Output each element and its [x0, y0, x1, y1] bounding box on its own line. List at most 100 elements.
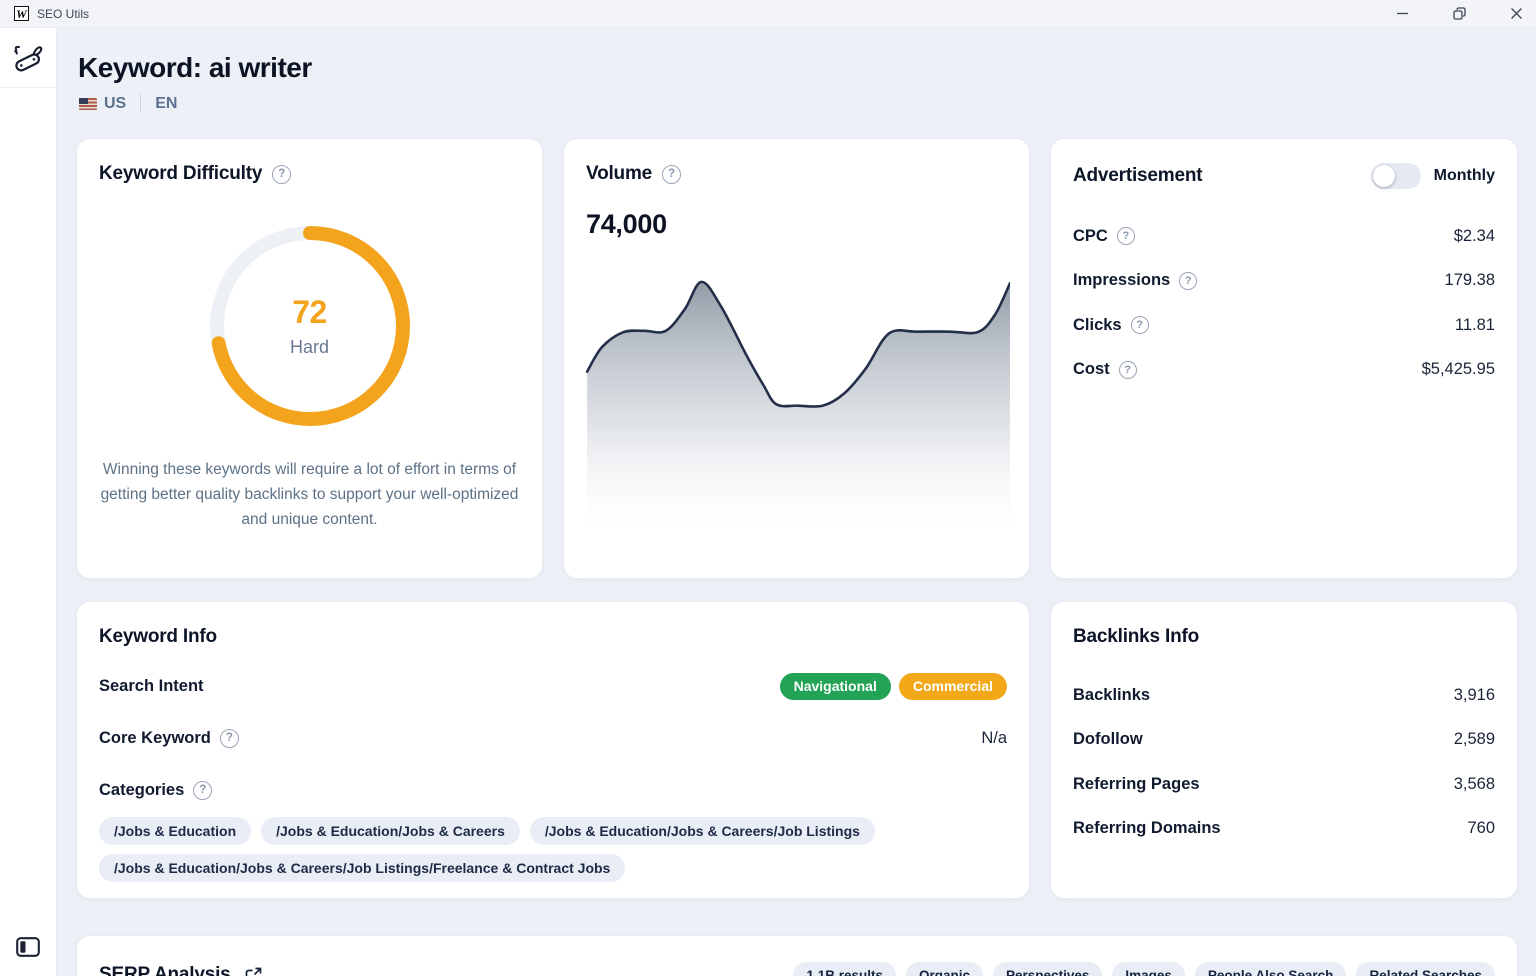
- volume-line: [585, 280, 1010, 408]
- category-chip: /Jobs & Education/Jobs & Careers/Job Lis…: [529, 817, 875, 845]
- locale-selector: US EN: [79, 94, 177, 113]
- stat-label-text: Referring Domains: [1073, 819, 1221, 838]
- monthly-toggle[interactable]: [1370, 163, 1421, 189]
- panel-left-icon: [16, 937, 40, 957]
- category-chip: /Jobs & Education/Jobs & Careers/Job Lis…: [99, 854, 626, 882]
- stat-value: 3,916: [1453, 685, 1495, 704]
- stat-label-text: Impressions: [1073, 271, 1171, 290]
- seo-utils-logo[interactable]: [0, 28, 56, 88]
- difficulty-gauge: 72 Hard: [205, 221, 415, 431]
- stat-label: Backlinks: [1073, 686, 1150, 705]
- main-content: Keyword: ai writer US EN Keyword Difficu…: [57, 28, 1536, 976]
- stat-value: 3,568: [1453, 774, 1495, 793]
- keyword-info-card: Keyword Info Search Intent Navigational C…: [76, 601, 1030, 899]
- stat-value: $2.34: [1453, 226, 1495, 245]
- stat-label-text: Backlinks: [1073, 685, 1151, 704]
- difficulty-score: 72: [292, 294, 327, 330]
- volume-area: [587, 281, 1010, 543]
- stat-label: Referring Pages: [1073, 775, 1200, 794]
- stat-row: Dofollow 2,589: [1073, 718, 1495, 763]
- serp-tag: Images: [1112, 962, 1185, 976]
- categories-label: Categories: [99, 780, 185, 799]
- category-chip: /Jobs & Education: [99, 817, 252, 845]
- help-icon[interactable]: ?: [1179, 271, 1198, 290]
- stat-label-text: Referring Pages: [1073, 774, 1200, 793]
- stat-row: Impressions? 179.38: [1073, 259, 1495, 304]
- stat-row: Clicks? 11.81: [1073, 303, 1495, 348]
- country-label[interactable]: US: [104, 94, 127, 112]
- stat-row: Cost? $5,425.95: [1073, 348, 1495, 393]
- stat-value: 2,589: [1453, 730, 1495, 749]
- toggle-label: Monthly: [1433, 167, 1495, 184]
- help-icon[interactable]: ?: [219, 728, 239, 748]
- stat-label: Dofollow: [1073, 730, 1143, 749]
- restore-button[interactable]: [1452, 6, 1467, 21]
- minimize-button[interactable]: [1395, 6, 1410, 21]
- stat-label-text: Dofollow: [1073, 730, 1143, 749]
- external-link-icon: [245, 967, 261, 976]
- page-title: Keyword: ai writer: [78, 52, 312, 83]
- stat-value: $5,425.95: [1421, 360, 1495, 379]
- help-icon[interactable]: ?: [662, 164, 682, 184]
- help-icon[interactable]: ?: [1116, 227, 1135, 246]
- swiss-army-knife-icon: [14, 45, 43, 72]
- serp-tag: Perspectives: [993, 962, 1103, 976]
- category-chip: /Jobs & Education/Jobs & Careers: [261, 817, 520, 845]
- window-titlebar: W SEO Utils: [0, 0, 1536, 28]
- difficulty-label: Hard: [289, 337, 329, 357]
- search-intent-badge: Navigational: [779, 672, 891, 700]
- stat-label: Clicks?: [1073, 316, 1149, 335]
- panel-toggle-button[interactable]: [16, 937, 40, 962]
- card-title: Backlinks Info: [1073, 626, 1200, 647]
- card-title: Volume: [586, 163, 653, 184]
- core-keyword-label: Core Keyword: [99, 728, 211, 747]
- card-title: SERP Analysis: [99, 964, 231, 976]
- serp-analysis-card: SERP Analysis 1.1B results Organic Perspec…: [76, 935, 1518, 976]
- stat-label: CPC?: [1073, 227, 1135, 246]
- stat-row: Backlinks 3,916: [1073, 673, 1495, 718]
- stat-row: Referring Pages 3,568: [1073, 762, 1495, 807]
- help-icon[interactable]: ?: [272, 164, 292, 184]
- stat-value: 179.38: [1444, 271, 1495, 290]
- stat-label: Cost?: [1073, 360, 1137, 379]
- advertisement-card: Advertisement Monthly CPC? $2.34 Impressio…: [1050, 138, 1518, 579]
- card-title: Keyword Difficulty: [99, 163, 263, 184]
- stat-label-text: Clicks: [1073, 315, 1122, 334]
- help-icon[interactable]: ?: [193, 780, 213, 800]
- core-keyword-value: N/a: [981, 728, 1007, 747]
- app-icon: W: [14, 6, 29, 21]
- stat-value: 760: [1467, 819, 1495, 838]
- divider: [140, 94, 142, 113]
- stat-label: Referring Domains: [1073, 819, 1221, 838]
- help-icon[interactable]: ?: [1118, 360, 1137, 379]
- help-icon[interactable]: ?: [1130, 316, 1149, 335]
- serp-tag: 1.1B results: [793, 962, 897, 976]
- keyword-difficulty-card: Keyword Difficulty ? 72 Hard Winning the…: [76, 138, 543, 579]
- card-title: Advertisement: [1073, 165, 1203, 186]
- serp-tag: Organic: [906, 962, 984, 976]
- backlinks-info-card: Backlinks Info Backlinks 3,916 Dofollow 2,5…: [1050, 601, 1518, 899]
- stat-label-text: Cost: [1073, 360, 1110, 379]
- serp-tag: Related Searches: [1356, 962, 1495, 976]
- language-label[interactable]: EN: [155, 94, 178, 112]
- sidebar: [0, 28, 57, 976]
- window-title: SEO Utils: [37, 6, 90, 21]
- us-flag-icon: [79, 97, 97, 110]
- external-link-button[interactable]: [245, 967, 262, 976]
- search-intent-badge: Commercial: [898, 672, 1007, 700]
- volume-card: Volume ? 74,000: [563, 138, 1030, 579]
- serp-tag: People Also Search: [1194, 962, 1347, 976]
- stat-row: Referring Domains 760: [1073, 807, 1495, 852]
- toggle-knob: [1372, 165, 1395, 187]
- stat-label: Impressions?: [1073, 271, 1198, 290]
- volume-value: 74,000: [586, 209, 667, 239]
- difficulty-arc: [209, 226, 410, 426]
- close-button[interactable]: [1509, 6, 1524, 21]
- card-title: Keyword Info: [99, 626, 217, 647]
- volume-sparkline-chart: [585, 271, 1010, 543]
- stat-row: CPC? $2.34: [1073, 214, 1495, 259]
- difficulty-description: Winning these keywords will require a lo…: [100, 461, 519, 529]
- stat-value: 11.81: [1454, 315, 1495, 334]
- search-intent-label: Search Intent: [99, 676, 204, 695]
- stat-label-text: CPC: [1073, 226, 1108, 245]
